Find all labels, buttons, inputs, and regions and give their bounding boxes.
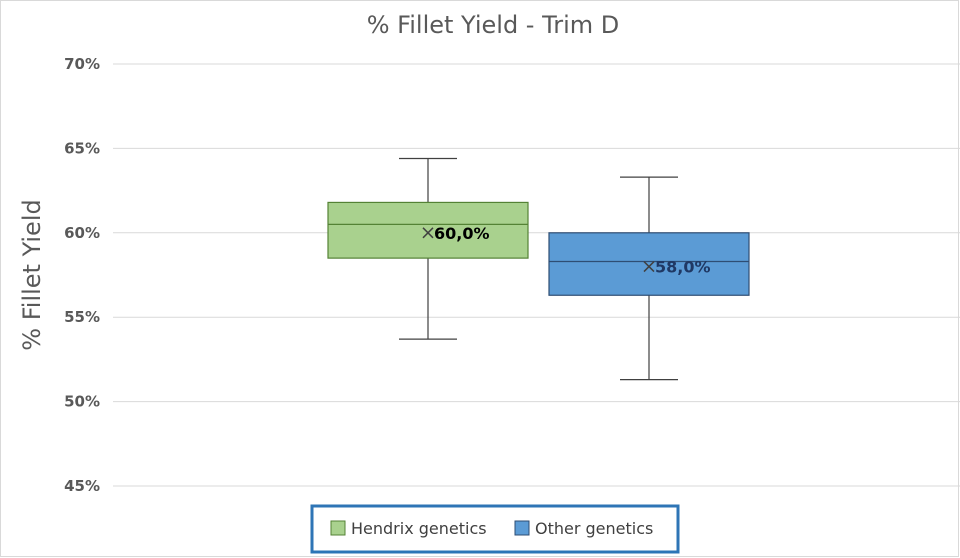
mean-marker [643, 261, 655, 273]
legend-entry: Other genetics [535, 519, 653, 538]
legend: Hendrix genetics Other genetics [310, 504, 680, 554]
y-axis-label: % Fillet Yield [18, 199, 46, 350]
y-tick-label: 60% [64, 224, 100, 242]
mean-label: 60,0% [434, 224, 490, 243]
box-other: 58,0% [548, 176, 750, 381]
box-hendrix: 60,0% [327, 157, 529, 340]
box-iqr [548, 232, 750, 296]
legend-swatch [514, 520, 530, 536]
legend-swatch [330, 520, 346, 536]
y-tick-label: 70% [64, 55, 100, 73]
mean-label: 58,0% [655, 258, 711, 277]
y-tick-label: 50% [64, 393, 100, 411]
chart-title: % Fillet Yield - Trim D [367, 11, 620, 39]
legend-entry: Hendrix genetics [351, 519, 487, 538]
y-tick-labels: 45% 50% 55% 60% 65% 70% [64, 55, 100, 495]
box-iqr [327, 201, 529, 259]
gridlines [113, 63, 960, 487]
legend-frame [310, 504, 680, 554]
box-plots: 60,0% 58,0% [327, 157, 750, 381]
y-tick-label: 45% [64, 477, 100, 495]
y-tick-label: 65% [64, 139, 100, 157]
y-tick-label: 55% [64, 308, 100, 326]
mean-marker [422, 227, 434, 239]
